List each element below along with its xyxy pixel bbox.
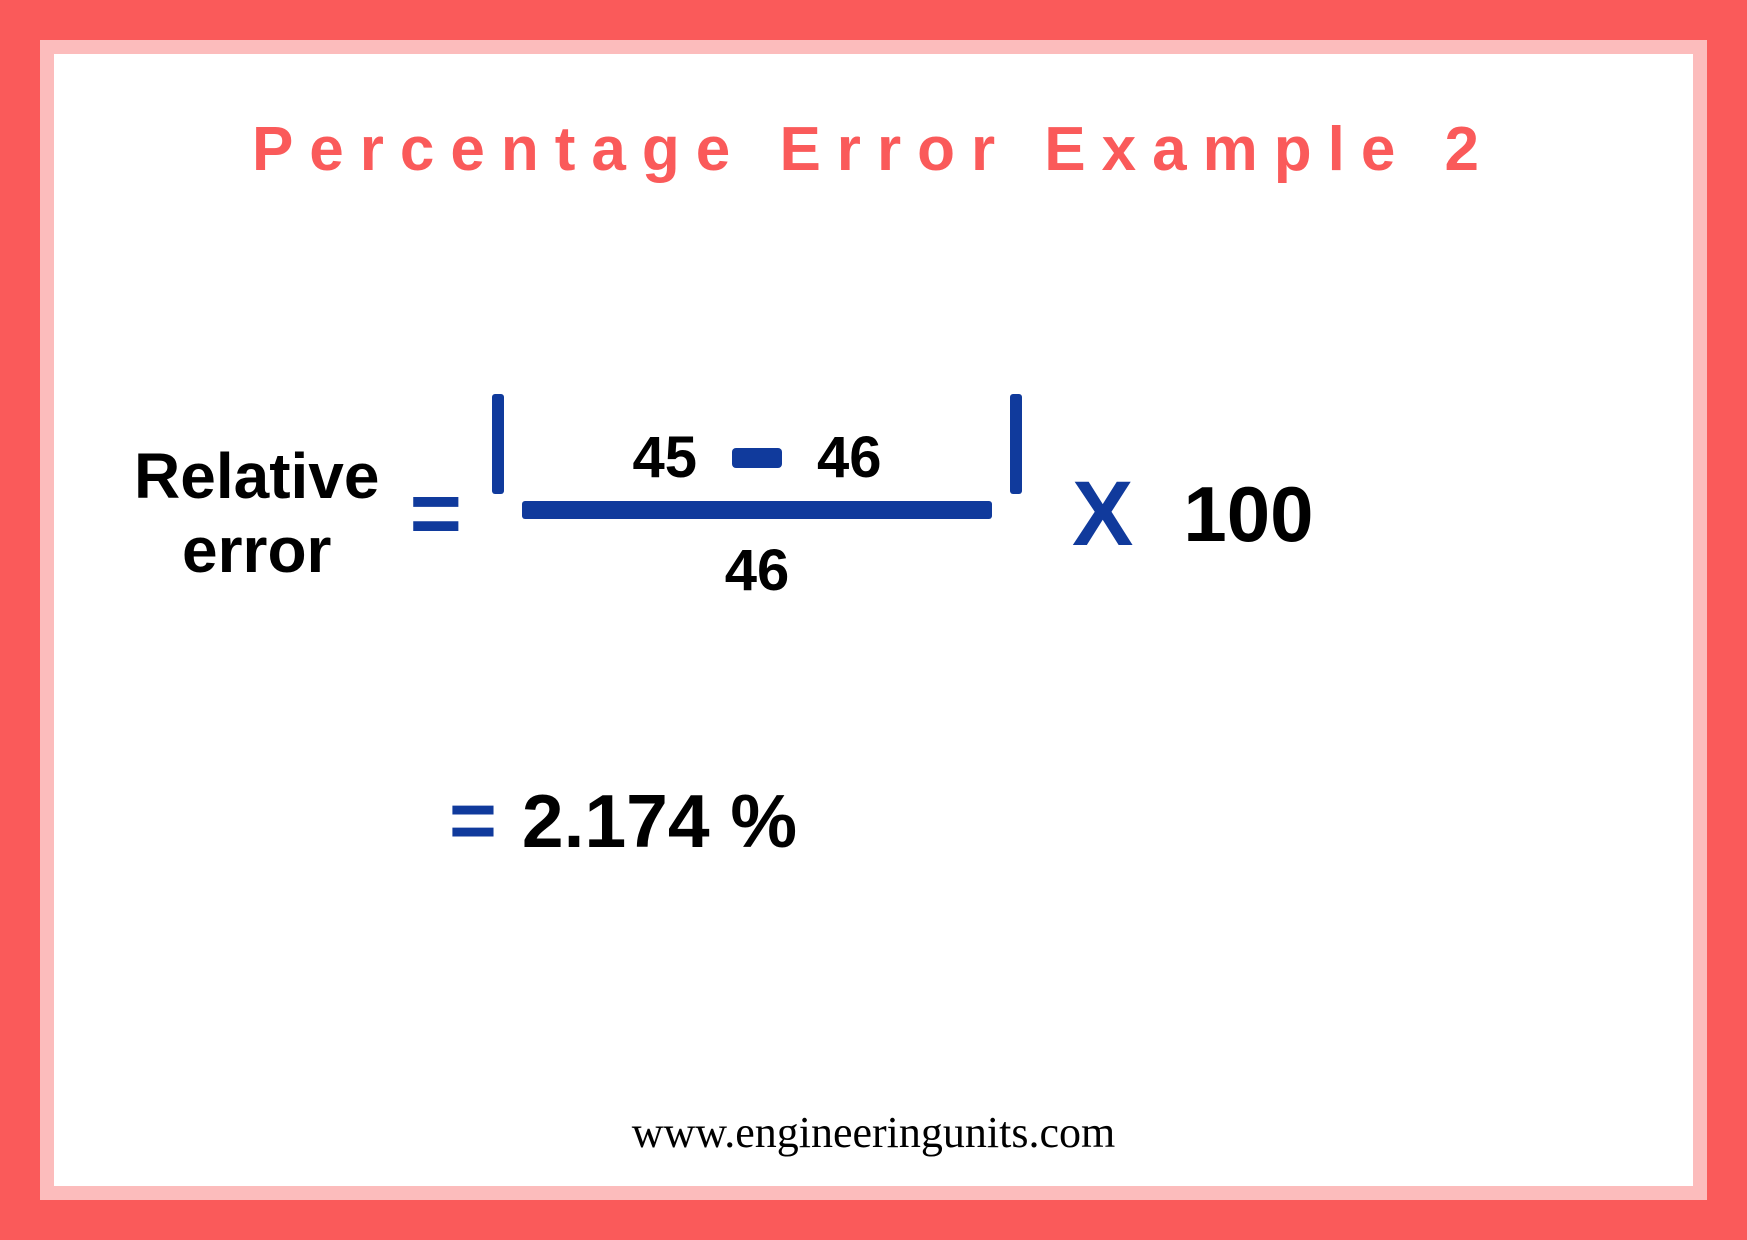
minus-icon xyxy=(732,448,782,468)
multiplier: 100 xyxy=(1183,469,1313,560)
result-equals-sign: = xyxy=(449,774,497,868)
content-panel: Percentage Error Example 2 Relative erro… xyxy=(54,54,1693,1186)
denominator: 46 xyxy=(725,519,790,604)
fraction-line-icon xyxy=(522,501,992,519)
result-row: = 2.174 % xyxy=(449,774,797,868)
fraction: 45 46 46 xyxy=(522,424,992,604)
label-line-1: Relative xyxy=(134,440,379,514)
numerator: 45 46 xyxy=(603,424,912,501)
numerator-left: 45 xyxy=(633,424,698,491)
equals-sign: = xyxy=(409,463,462,566)
label-line-2: error xyxy=(134,514,379,588)
multiply-sign: X xyxy=(1072,462,1133,567)
formula-label: Relative error xyxy=(134,440,379,587)
absolute-value-wrapper: 45 46 46 xyxy=(492,424,1022,604)
page-title: Percentage Error Example 2 xyxy=(114,114,1633,185)
abs-bar-left-icon xyxy=(492,394,504,494)
formula-row: Relative error = 45 46 46 xyxy=(134,424,1314,604)
abs-bar-right-icon xyxy=(1010,394,1022,494)
footer-url: www.engineeringunits.com xyxy=(54,1107,1693,1158)
inner-border: Percentage Error Example 2 Relative erro… xyxy=(40,40,1707,1200)
outer-border: Percentage Error Example 2 Relative erro… xyxy=(0,0,1747,1240)
result-value: 2.174 % xyxy=(522,778,797,864)
numerator-right: 46 xyxy=(817,424,882,491)
